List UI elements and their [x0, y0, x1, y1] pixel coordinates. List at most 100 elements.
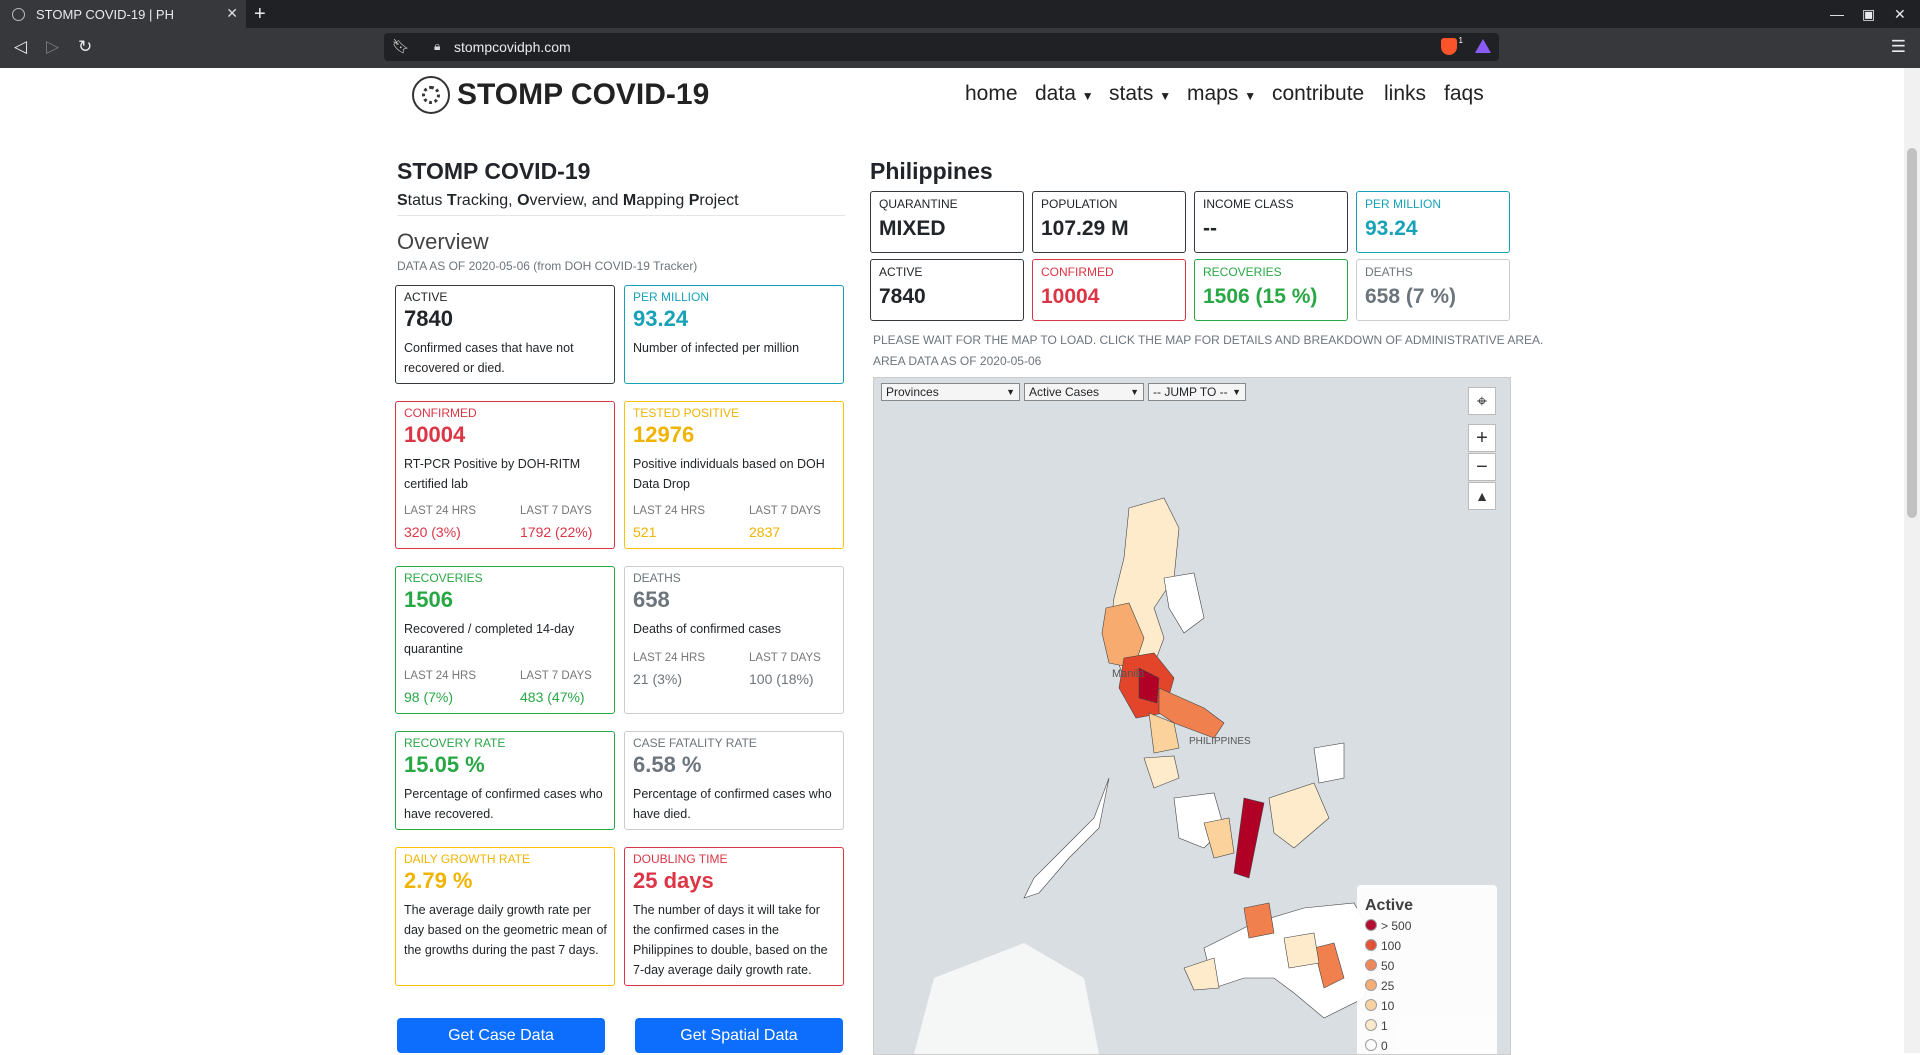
card-label: TESTED POSITIVE: [633, 406, 740, 420]
maximize-icon[interactable]: ▣: [1862, 6, 1876, 22]
chevron-down-icon: ▼: [1159, 89, 1172, 103]
scrollbar-thumb[interactable]: [1907, 148, 1917, 518]
card-value: 12976: [633, 422, 695, 447]
province-shape[interactable]: [1233, 797, 1265, 879]
province-shape[interactable]: [1313, 742, 1345, 784]
browser-tab-bar: STOMP COVID-19 | PH ✕ + — ▣ ✕: [0, 0, 1920, 28]
card-value: 25 days: [633, 868, 714, 893]
province-shape[interactable]: [1158, 687, 1225, 739]
stat-quarantine: QUARANTINE MIXED: [870, 191, 1024, 253]
card-description: Positive individuals based on DOH Data D…: [633, 457, 825, 491]
province-shape[interactable]: [1023, 777, 1110, 899]
card-label: RECOVERY RATE: [404, 736, 506, 750]
province-shape[interactable]: [1283, 932, 1320, 969]
subtitle-text: racking,: [456, 192, 518, 209]
subtitle-initial: T: [446, 192, 457, 209]
browser-menu-icon[interactable]: ☰: [1890, 37, 1906, 56]
metric-select[interactable]: Active Cases ▼: [1024, 383, 1144, 401]
address-bar[interactable]: 🔖︎ 🔒︎ stompcovidph.com 1: [384, 33, 1499, 61]
card-tested-positive: TESTED POSITIVE 12976 Positive individua…: [624, 401, 844, 549]
card-value: 2.79 %: [404, 868, 473, 893]
get-case-data-button[interactable]: Get Case Data: [397, 1018, 605, 1053]
zoom-in-button[interactable]: +: [1468, 424, 1496, 452]
url-text[interactable]: stompcovidph.com: [454, 39, 571, 55]
province-shape[interactable]: [1203, 817, 1235, 859]
card-label: DAILY GROWTH RATE: [404, 852, 531, 866]
card-value: 93.24: [633, 306, 689, 331]
nav-maps[interactable]: maps ▼: [1187, 82, 1256, 106]
stat-confirmed: CONFIRMED 10004: [1032, 259, 1186, 321]
jump-to-select[interactable]: -- JUMP TO -- ▼: [1148, 383, 1246, 401]
browser-tab[interactable]: STOMP COVID-19 | PH ✕: [0, 0, 246, 28]
province-shape[interactable]: [1268, 782, 1330, 849]
map-canvas[interactable]: [874, 378, 1510, 1054]
last-24h-value: 320 (3%): [404, 524, 461, 540]
site-brand[interactable]: STOMP COVID-19: [457, 78, 710, 111]
chevron-down-icon: ▼: [1244, 89, 1257, 103]
nav-contribute[interactable]: contribute: [1272, 82, 1365, 105]
legend-swatch: [1365, 1019, 1377, 1031]
nav-stats[interactable]: stats ▼: [1109, 82, 1171, 106]
level-select[interactable]: Provinces ▼: [881, 383, 1020, 401]
last-24h-value: 21 (3%): [633, 671, 683, 687]
window-close-icon[interactable]: ✕: [1894, 6, 1906, 22]
stat-population: POPULATION 107.29 M: [1032, 191, 1186, 253]
card-label: CASE FATALITY RATE: [633, 736, 757, 750]
close-tab-icon[interactable]: ✕: [226, 5, 238, 21]
card-active: ACTIVE 7840 Confirmed cases that have no…: [395, 285, 615, 384]
zoom-out-button[interactable]: −: [1468, 453, 1496, 481]
choropleth-map[interactable]: Provinces ▼ Active Cases ▼ -- JUMP TO -- ▼ …: [873, 377, 1511, 1055]
province-shape[interactable]: [1148, 712, 1180, 754]
card-description: Number of infected per million: [633, 341, 800, 355]
dropdown-arrow-icon: ▼: [1130, 387, 1139, 397]
card-case-fatality-rate: CASE FATALITY RATE 6.58 % Percentage of …: [624, 731, 844, 830]
stat-label: ACTIVE: [879, 265, 923, 279]
legend-swatch: [1365, 939, 1377, 951]
last-7d-value: 2837: [749, 524, 781, 540]
nav-data[interactable]: data ▼: [1035, 82, 1094, 106]
subtitle-initial: M: [622, 192, 637, 209]
nav-faqs[interactable]: faqs: [1444, 82, 1484, 105]
bookmark-icon[interactable]: 🔖︎: [392, 38, 410, 54]
card-recoveries: RECOVERIES 1506 Recovered / completed 14…: [395, 566, 615, 714]
stat-label: RECOVERIES: [1203, 265, 1282, 279]
site-logo-icon[interactable]: [412, 76, 450, 114]
legend-label: 50: [1381, 959, 1395, 973]
card-doubling-time: DOUBLING TIME 25 days The number of days…: [624, 847, 844, 986]
compass-icon[interactable]: ▲: [1468, 482, 1496, 510]
legend-item: 50: [1365, 959, 1394, 973]
reload-icon[interactable]: ↻: [78, 37, 93, 56]
nav-links[interactable]: links: [1384, 82, 1427, 105]
province-shape[interactable]: [1143, 755, 1180, 789]
province-shape[interactable]: [1183, 957, 1220, 991]
province-shape[interactable]: [1313, 942, 1345, 989]
card-recovery-rate: RECOVERY RATE 15.05 % Percentage of conf…: [395, 731, 615, 830]
brave-shield-icon[interactable]: [1441, 38, 1457, 55]
metric-select-value: Active Cases: [1029, 385, 1100, 399]
overview-heading: Overview: [397, 229, 489, 254]
nav-home[interactable]: home: [965, 82, 1018, 105]
back-icon[interactable]: ◁: [14, 37, 28, 56]
stat-label: PER MILLION: [1365, 197, 1442, 211]
new-tab-icon[interactable]: +: [254, 3, 266, 25]
site-favicon-icon: [12, 8, 25, 21]
legend-swatch: [1365, 919, 1377, 931]
minimize-icon[interactable]: —: [1830, 6, 1844, 22]
page-scrollbar[interactable]: [1904, 68, 1920, 1053]
legend-label: 25: [1381, 979, 1395, 993]
stat-value: 10004: [1041, 285, 1100, 308]
province-shape[interactable]: [1163, 572, 1205, 634]
map-legend: Active > 500 100 50 25 10 1 0: [1357, 885, 1497, 1054]
lock-icon[interactable]: 🔒︎: [434, 39, 441, 53]
page-subtitle: Status Tracking, Overview, and Mapping P…: [397, 192, 739, 210]
province-shape[interactable]: [1243, 902, 1275, 939]
stat-per-million: PER MILLION 93.24: [1356, 191, 1510, 253]
legend-label: 0: [1381, 1039, 1388, 1053]
forward-icon[interactable]: ▷: [46, 37, 60, 56]
brave-rewards-icon[interactable]: [1475, 39, 1491, 53]
locate-icon[interactable]: ⌖: [1468, 387, 1496, 415]
nav-data-label: data: [1035, 82, 1076, 105]
province-shape[interactable]: [1138, 667, 1160, 704]
get-spatial-data-button[interactable]: Get Spatial Data: [635, 1018, 843, 1053]
card-value: 10004: [404, 422, 466, 447]
